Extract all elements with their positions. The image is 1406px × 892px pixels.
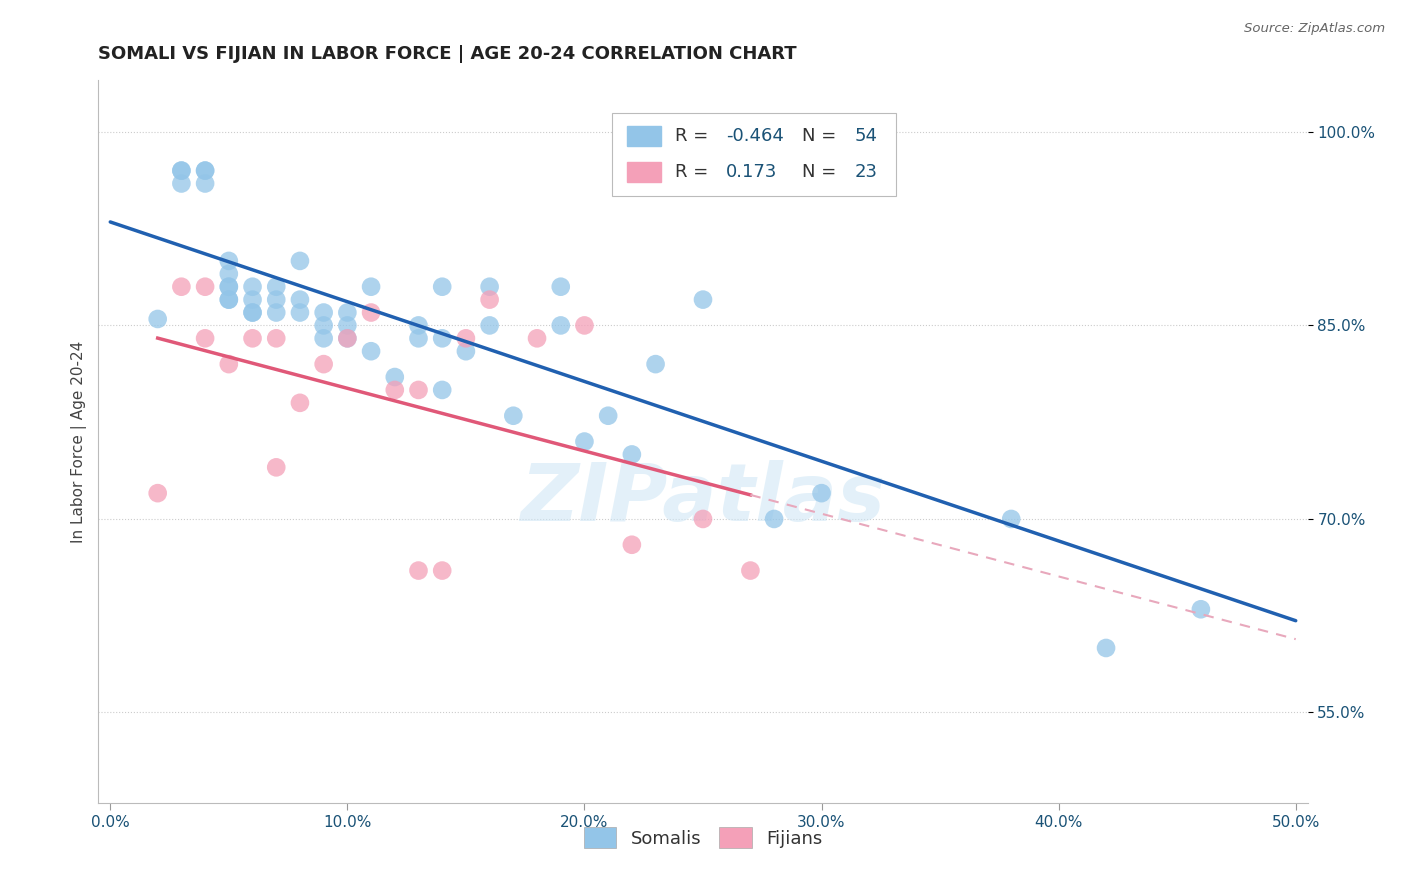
Text: N =: N =: [803, 163, 842, 181]
Point: [264, 460, 287, 475]
Point: [170, 177, 193, 191]
Point: [384, 383, 406, 397]
Point: [740, 564, 762, 578]
Point: [218, 267, 240, 281]
Point: [218, 279, 240, 293]
Point: [264, 305, 287, 319]
Point: [312, 357, 335, 371]
Point: [288, 396, 311, 410]
Point: [692, 125, 714, 139]
Point: [146, 486, 169, 500]
Point: [620, 447, 643, 461]
Bar: [627, 162, 661, 182]
Point: [218, 279, 240, 293]
Point: [598, 409, 620, 423]
Point: [288, 253, 311, 268]
Bar: [613, 112, 897, 196]
Point: [288, 293, 311, 307]
Text: 0.173: 0.173: [725, 163, 778, 181]
Text: N =: N =: [803, 127, 842, 145]
Point: [408, 564, 430, 578]
Point: [312, 305, 335, 319]
Point: [550, 318, 572, 333]
Point: [432, 383, 454, 397]
Point: [360, 344, 382, 359]
Point: [264, 293, 287, 307]
Point: [454, 344, 477, 359]
Point: [242, 305, 264, 319]
Y-axis label: In Labor Force | Age 20-24: In Labor Force | Age 20-24: [72, 341, 87, 542]
Point: [360, 279, 382, 293]
Text: SOMALI VS FIJIAN IN LABOR FORCE | AGE 20-24 CORRELATION CHART: SOMALI VS FIJIAN IN LABOR FORCE | AGE 20…: [98, 45, 797, 63]
Point: [242, 279, 264, 293]
Point: [644, 357, 666, 371]
Point: [170, 163, 193, 178]
Point: [336, 331, 359, 345]
Bar: [627, 126, 661, 146]
Point: [218, 293, 240, 307]
Point: [194, 331, 217, 345]
Point: [763, 512, 786, 526]
Text: -0.464: -0.464: [725, 127, 785, 145]
Point: [1000, 512, 1022, 526]
Point: [218, 293, 240, 307]
Point: [264, 279, 287, 293]
Point: [692, 293, 714, 307]
Point: [264, 331, 287, 345]
Point: [194, 177, 217, 191]
Point: [620, 538, 643, 552]
Point: [218, 253, 240, 268]
Point: [218, 357, 240, 371]
Point: [1095, 640, 1118, 655]
Text: 54: 54: [855, 127, 877, 145]
Point: [408, 331, 430, 345]
Point: [526, 331, 548, 345]
Point: [242, 305, 264, 319]
Point: [194, 163, 217, 178]
Point: [1189, 602, 1212, 616]
Point: [242, 293, 264, 307]
Point: [574, 318, 596, 333]
Point: [194, 279, 217, 293]
Text: R =: R =: [675, 127, 714, 145]
Point: [194, 163, 217, 178]
Point: [454, 331, 477, 345]
Point: [478, 279, 501, 293]
Point: [336, 305, 359, 319]
Point: [312, 331, 335, 345]
Point: [146, 312, 169, 326]
Point: [336, 318, 359, 333]
Text: ZIPatlas: ZIPatlas: [520, 460, 886, 539]
Point: [384, 370, 406, 384]
Text: 23: 23: [855, 163, 877, 181]
Point: [478, 318, 501, 333]
Point: [408, 383, 430, 397]
Point: [810, 486, 832, 500]
Legend: Somalis, Fijians: Somalis, Fijians: [576, 820, 830, 855]
Point: [360, 305, 382, 319]
Point: [408, 318, 430, 333]
Point: [336, 331, 359, 345]
Point: [692, 512, 714, 526]
Point: [502, 409, 524, 423]
Point: [478, 293, 501, 307]
Text: R =: R =: [675, 163, 714, 181]
Point: [550, 279, 572, 293]
Point: [432, 564, 454, 578]
Point: [574, 434, 596, 449]
Point: [312, 318, 335, 333]
Point: [242, 331, 264, 345]
Text: Source: ZipAtlas.com: Source: ZipAtlas.com: [1244, 22, 1385, 36]
Point: [288, 305, 311, 319]
Point: [170, 279, 193, 293]
Point: [432, 279, 454, 293]
Point: [432, 331, 454, 345]
Point: [170, 163, 193, 178]
